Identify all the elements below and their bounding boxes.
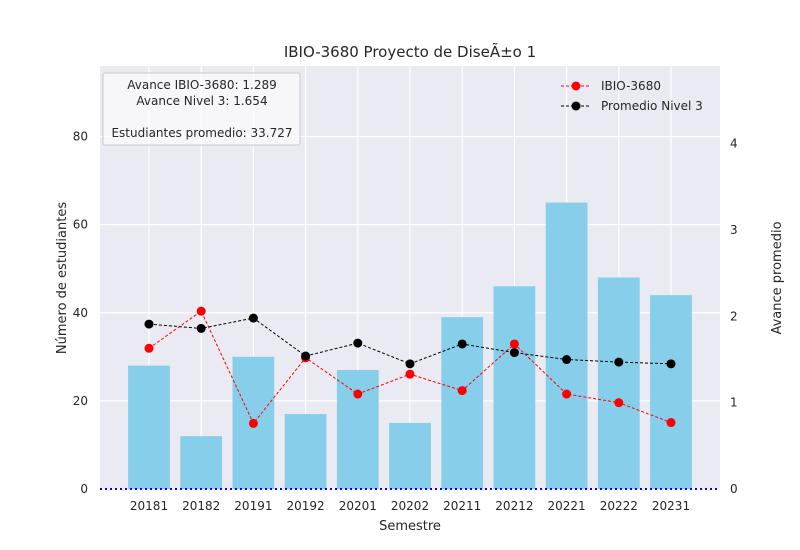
annotation-avance-nivel: Avance Nivel 3: 1.654 [136,94,267,108]
x-tick-20211: 20211 [443,499,481,513]
y2-tick-3: 3 [730,223,738,237]
point-series-1-20221 [562,355,572,365]
annotation-box [102,72,301,146]
y-axis-label: Número de estudiantes [55,202,70,354]
x-tick-20192: 20192 [287,499,325,513]
y2-tick-labels: 0 1 2 3 4 [730,137,738,496]
y-tick-20: 20 [73,394,88,408]
legend-marker-nivel [571,101,581,111]
bar-20231 [650,295,692,489]
x-tick-20231: 20231 [652,499,690,513]
x-tick-20221: 20221 [548,499,586,513]
legend-label-ibio: IBIO-3680 [601,79,661,93]
y-tick-0: 0 [80,482,88,496]
chart-title: IBIO-3680 Proyecto de DiseÃ±o 1 [284,42,536,61]
point-series-0-20191 [248,418,258,428]
point-series-0-20182 [196,306,206,316]
y2-tick-2: 2 [730,309,738,323]
point-series-0-20222 [614,398,624,408]
legend: IBIO-3680 Promedio Nivel 3 [561,79,703,113]
point-series-0-20201 [353,389,363,399]
point-series-1-20181 [144,319,154,329]
line-series [144,306,676,428]
point-series-0-20211 [457,386,467,396]
y2-axis-label: Avance promedio [770,221,785,334]
point-series-0-20221 [562,389,572,399]
annotation-estudiantes: Estudiantes promedio: 33.727 [111,126,292,140]
bar-20222 [597,277,640,489]
x-axis-label: Semestre [379,519,441,534]
legend-marker-ibio [571,81,581,91]
bar-20201 [336,370,379,489]
point-series-1-20212 [509,348,519,358]
point-series-1-20202 [405,359,415,369]
point-series-1-20182 [196,323,206,333]
x-tick-20212: 20212 [495,499,533,513]
x-tick-20202: 20202 [391,499,429,513]
x-tick-20181: 20181 [130,499,168,513]
point-series-1-20191 [248,313,258,323]
bar-20221 [545,202,588,489]
bar-20192 [284,414,327,489]
legend-label-nivel: Promedio Nivel 3 [601,99,703,113]
bar-20181 [128,365,170,489]
y2-tick-1: 1 [730,396,738,410]
annotation-avance-ibio: Avance IBIO-3680: 1.289 [127,78,277,92]
point-series-1-20222 [614,357,624,367]
point-series-0-20212 [509,339,519,349]
x-tick-20222: 20222 [600,499,638,513]
point-series-1-20231 [666,359,676,369]
point-series-1-20192 [301,351,311,361]
y-tick-40: 40 [73,306,88,320]
bar-20212 [493,286,536,489]
stats-annotation: Avance IBIO-3680: 1.289 Avance Nivel 3: … [102,72,301,146]
point-series-1-20201 [353,338,363,348]
x-tick-labels: 20181 20182 20191 20192 20201 20202 20211 20212… [130,499,690,513]
point-series-0-20202 [405,369,415,379]
point-series-1-20211 [457,339,467,349]
bar-20202 [389,422,431,489]
x-tick-20201: 20201 [339,499,377,513]
point-series-0-20231 [666,418,676,428]
x-tick-20182: 20182 [182,499,220,513]
bars [128,202,692,489]
y-tick-80: 80 [73,130,88,144]
y-tick-60: 60 [73,218,88,232]
point-series-0-20181 [144,343,154,353]
bar-20182 [180,436,223,489]
y-tick-labels: 0 20 40 60 80 [73,130,88,497]
x-tick-20191: 20191 [234,499,272,513]
y2-tick-4: 4 [730,137,738,151]
y2-tick-0: 0 [730,482,738,496]
